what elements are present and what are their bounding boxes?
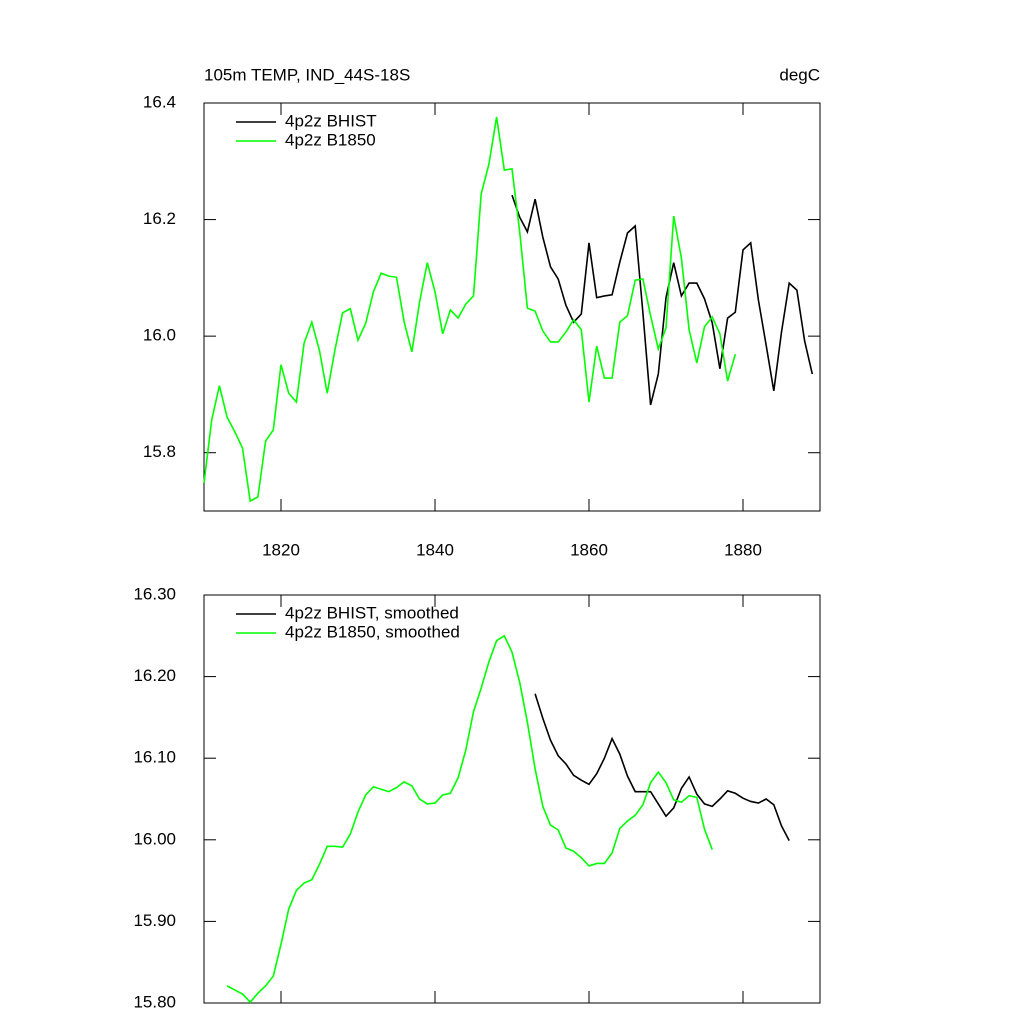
chart-title: 105m TEMP, IND_44S-18S (204, 65, 410, 84)
plot-frame (203, 102, 821, 512)
data-line (534, 693, 790, 841)
legend-label: 4p2z B1850, smoothed (285, 622, 460, 641)
y-tick-label: 16.10 (133, 748, 176, 767)
units-label: degC (779, 65, 820, 84)
x-tick-label: 1860 (570, 540, 608, 559)
y-tick-label: 15.8 (143, 442, 176, 461)
data-line (511, 194, 814, 406)
x-tick-label: 1820 (262, 540, 300, 559)
y-tick-label: 16.20 (133, 666, 176, 685)
plot-frame (203, 594, 821, 1004)
legend-label: 4p2z B1850 (285, 130, 376, 149)
y-tick-label: 16.00 (133, 829, 176, 848)
y-tick-label: 16.2 (143, 209, 176, 228)
y-tick-label: 15.90 (133, 911, 176, 930)
y-tick-label: 16.30 (133, 584, 176, 603)
y-tick-label: 16.4 (143, 92, 176, 111)
x-tick-label: 1840 (416, 540, 454, 559)
legend-label: 4p2z BHIST, smoothed (285, 603, 459, 622)
legend-label: 4p2z BHIST (285, 111, 377, 130)
y-tick-label: 15.80 (133, 992, 176, 1011)
x-tick-label: 1880 (724, 540, 762, 559)
data-line (203, 116, 737, 503)
data-line (226, 634, 713, 1004)
y-tick-label: 16.0 (143, 326, 176, 345)
